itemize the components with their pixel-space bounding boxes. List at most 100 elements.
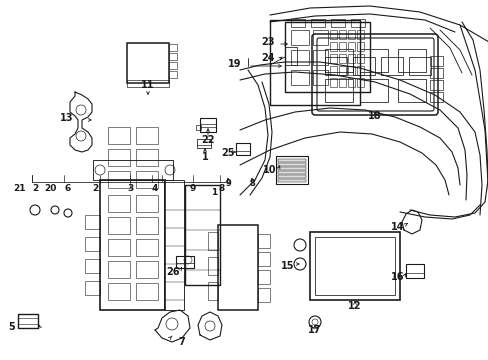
Bar: [356, 78, 363, 87]
Bar: [169, 62, 177, 69]
Bar: [108, 217, 130, 234]
Bar: [290, 30, 308, 45]
Text: 9: 9: [189, 184, 196, 193]
Bar: [207, 257, 218, 275]
Text: 3: 3: [126, 184, 133, 193]
Bar: [290, 50, 308, 65]
Text: 13: 13: [60, 113, 74, 123]
Bar: [290, 70, 308, 85]
Bar: [429, 80, 442, 90]
Bar: [329, 78, 336, 87]
Bar: [325, 79, 352, 102]
Bar: [169, 71, 177, 78]
Bar: [380, 57, 402, 75]
Bar: [325, 57, 346, 75]
Text: 1: 1: [210, 188, 217, 197]
Text: 11: 11: [141, 80, 154, 90]
Text: 6: 6: [65, 184, 71, 193]
Bar: [18, 314, 38, 328]
Bar: [200, 118, 216, 132]
Bar: [330, 19, 345, 27]
Bar: [85, 259, 100, 273]
FancyBboxPatch shape: [311, 34, 437, 115]
Bar: [356, 42, 363, 51]
Bar: [278, 159, 305, 162]
Bar: [347, 54, 354, 63]
Bar: [278, 175, 305, 178]
Bar: [350, 19, 364, 27]
Bar: [309, 232, 399, 300]
Bar: [312, 50, 327, 65]
Bar: [359, 49, 387, 72]
Text: 12: 12: [347, 301, 361, 311]
Bar: [196, 125, 201, 130]
Text: 8: 8: [219, 184, 224, 193]
Bar: [338, 78, 346, 87]
Bar: [136, 283, 158, 300]
Text: 23: 23: [261, 37, 274, 47]
Text: 25: 25: [221, 148, 234, 158]
Bar: [108, 261, 130, 278]
Bar: [278, 171, 305, 174]
Text: 8: 8: [248, 179, 254, 188]
Bar: [275, 156, 307, 184]
Bar: [108, 195, 130, 212]
Text: 17: 17: [307, 325, 321, 335]
Bar: [356, 54, 363, 63]
Bar: [176, 256, 194, 268]
Bar: [325, 49, 352, 72]
Bar: [136, 239, 158, 256]
Bar: [429, 68, 442, 78]
Bar: [136, 261, 158, 278]
Bar: [258, 234, 269, 248]
Bar: [329, 42, 336, 51]
Bar: [258, 252, 269, 266]
Text: 14: 14: [390, 222, 404, 232]
Text: 24: 24: [261, 53, 274, 63]
Bar: [312, 70, 327, 85]
Text: 26: 26: [166, 267, 180, 277]
Bar: [258, 270, 269, 284]
Bar: [352, 57, 374, 75]
Bar: [347, 42, 354, 51]
Text: 9: 9: [224, 179, 230, 188]
Bar: [108, 171, 130, 188]
Text: 22: 22: [201, 135, 214, 145]
Bar: [85, 215, 100, 229]
Bar: [278, 163, 305, 166]
Bar: [169, 53, 177, 60]
Bar: [93, 160, 173, 180]
Bar: [136, 217, 158, 234]
Bar: [207, 282, 218, 300]
Text: 1: 1: [201, 152, 208, 162]
Bar: [85, 237, 100, 251]
Text: 2: 2: [92, 184, 98, 193]
Bar: [290, 19, 305, 27]
Text: 4: 4: [151, 184, 158, 193]
Bar: [347, 78, 354, 87]
Bar: [218, 225, 258, 310]
Text: 19: 19: [228, 59, 241, 69]
Bar: [278, 167, 305, 170]
Bar: [258, 288, 269, 302]
Bar: [310, 19, 325, 27]
Bar: [108, 149, 130, 166]
Bar: [207, 232, 218, 250]
Text: 2: 2: [32, 184, 38, 193]
FancyBboxPatch shape: [316, 38, 433, 111]
Text: 21: 21: [14, 184, 26, 193]
Bar: [197, 139, 210, 148]
Bar: [405, 264, 423, 278]
Bar: [18, 318, 38, 324]
Text: 15: 15: [281, 261, 294, 271]
Bar: [100, 180, 164, 310]
Bar: [85, 281, 100, 295]
Bar: [347, 30, 354, 39]
Bar: [347, 66, 354, 75]
Text: 16: 16: [390, 272, 404, 282]
Bar: [108, 127, 130, 144]
Bar: [269, 20, 359, 105]
Bar: [163, 180, 183, 310]
Bar: [356, 66, 363, 75]
Text: 7: 7: [178, 337, 185, 347]
